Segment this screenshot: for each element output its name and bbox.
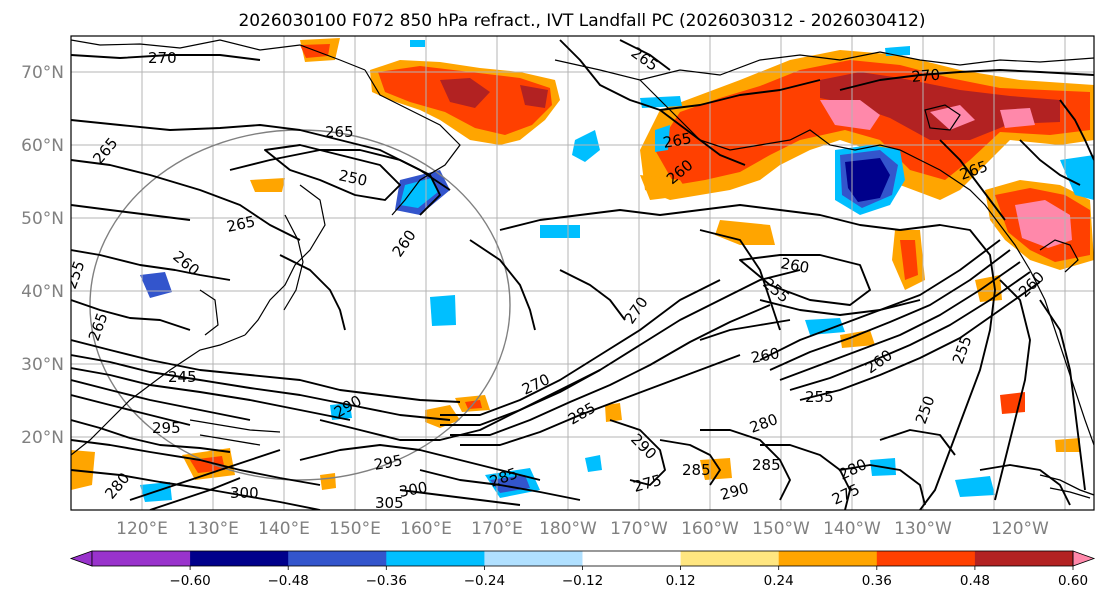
contour-label: 265	[225, 212, 257, 236]
contour-label: 295	[373, 451, 404, 474]
colorbar: −0.60 −0.48 −0.36 −0.24 −0.12 0.12 0.24 0.36 0.4…	[69, 550, 1096, 589]
colorbar-segment	[974, 551, 1074, 566]
colorbar-segment	[190, 551, 289, 566]
contour-label: 250	[337, 166, 369, 190]
contour-label: 245	[168, 368, 197, 386]
longitude-label: 160°W	[681, 519, 739, 539]
colorbar-extend-high	[1072, 550, 1096, 567]
longitude-label: 140°E	[258, 519, 310, 539]
colorbar-tick-label: 0.12	[666, 573, 696, 589]
map-area: 270 265 265 265 250 265 260 255 265 260 …	[71, 36, 1094, 512]
colorbar-tick-label: −0.48	[268, 573, 309, 589]
colorbar-segment	[680, 551, 780, 566]
contour-label: 295	[152, 419, 181, 437]
contour-label: 260	[750, 344, 781, 367]
refractivity-contours	[71, 39, 1094, 510]
contour-labels: 270 265 265 265 250 265 260 255 265 260 …	[71, 44, 1048, 512]
contour-label: 270	[148, 49, 177, 67]
latitude-label: 70°N	[21, 63, 64, 83]
latitude-labels: 70°N 60°N 50°N 40°N 30°N 20°N	[21, 63, 64, 448]
colorbar-extend-low	[69, 550, 93, 567]
colorbar-tick-label: −0.36	[366, 573, 407, 589]
longitude-label: 140°W	[823, 519, 881, 539]
longitude-label: 120°W	[991, 519, 1049, 539]
contour-label: 260	[779, 254, 810, 277]
colorbar-tick-label: 0.24	[764, 573, 794, 589]
colorbar-tick-label: 0.60	[1058, 573, 1088, 589]
contour-label: 300	[230, 484, 259, 502]
latitude-label: 50°N	[21, 209, 64, 229]
contour-label: 285	[682, 461, 711, 479]
colorbar-segment	[288, 551, 387, 566]
longitude-label: 160°E	[400, 519, 452, 539]
latitude-label: 20°N	[21, 428, 64, 448]
longitude-label: 130°W	[894, 519, 952, 539]
longitude-label: 180°W	[539, 519, 597, 539]
latitude-label: 60°N	[21, 136, 64, 156]
coastlines	[71, 39, 1094, 456]
latitude-label: 30°N	[21, 355, 64, 375]
colorbar-segment	[582, 551, 682, 566]
contour-label: 305	[375, 494, 404, 512]
contour-label: 300	[398, 478, 429, 501]
longitude-label: 170°E	[471, 519, 523, 539]
colorbar-segment	[92, 551, 191, 566]
longitude-label: 150°W	[752, 519, 810, 539]
latitude-label: 40°N	[21, 282, 64, 302]
map-title: 2026030100 F072 850 hPa refract., IVT La…	[238, 11, 925, 31]
contour-label: 270	[911, 66, 941, 86]
contour-label: 285	[752, 456, 781, 474]
colorbar-tick-label: −0.24	[464, 573, 505, 589]
colorbar-tick-label: −0.60	[169, 573, 210, 589]
longitude-label: 150°E	[329, 519, 381, 539]
longitude-label: 120°E	[116, 519, 168, 539]
colorbar-segment	[876, 551, 976, 566]
contour-label: 265	[662, 129, 693, 152]
colorbar-tick-label: 0.48	[960, 573, 990, 589]
longitude-labels: 120°E 130°E 140°E 150°E 160°E 170°E 180°W 170°W…	[116, 519, 1049, 539]
map-frame	[70, 35, 1095, 511]
contour-label: 265	[325, 123, 354, 141]
colorbar-segment	[484, 551, 583, 566]
colorbar-segment	[386, 551, 485, 566]
colorbar-tick-label: 0.36	[862, 573, 892, 589]
longitude-label: 130°E	[187, 519, 239, 539]
longitude-label: 170°W	[610, 519, 668, 539]
graticule-gridlines	[71, 36, 1094, 510]
colorbar-tick-label: −0.12	[562, 573, 603, 589]
contour-label: 255	[805, 388, 834, 406]
colorbar-segment	[778, 551, 878, 566]
